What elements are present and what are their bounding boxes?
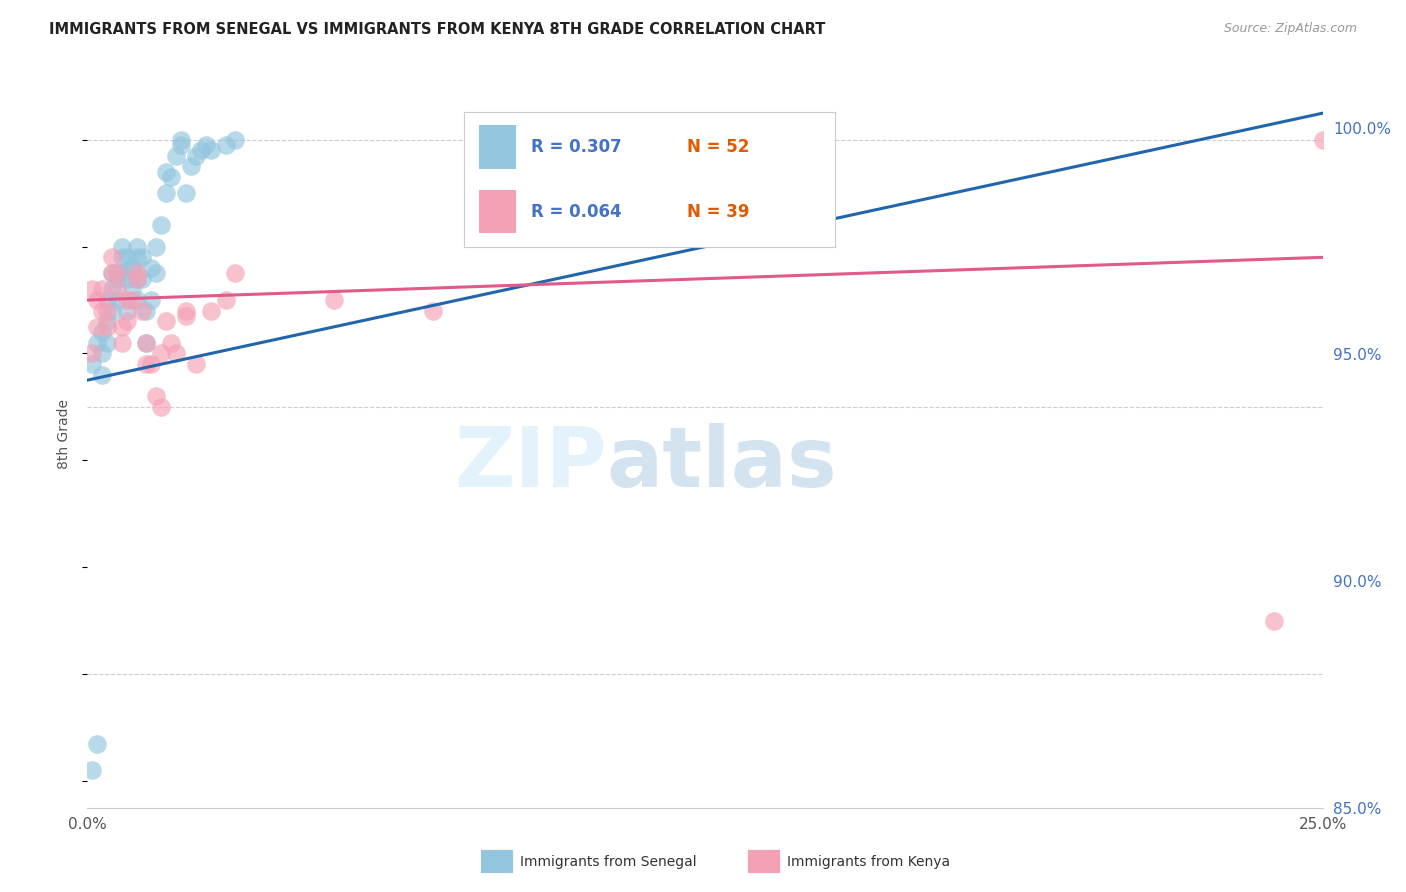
Point [105, 266, 128, 280]
Point [86, 293, 108, 307]
Point [115, 314, 138, 328]
Point [115, 303, 138, 318]
Point [125, 266, 148, 280]
Text: ZIP: ZIP [454, 423, 606, 504]
Point [86, 319, 108, 334]
Point [180, 160, 202, 174]
Point [323, 293, 346, 307]
Point [174, 303, 197, 318]
Point [214, 138, 236, 153]
Point [155, 314, 177, 328]
Point [150, 219, 173, 233]
Point [165, 149, 187, 163]
Point [194, 138, 217, 153]
Point [190, 144, 212, 158]
Point [82, 357, 104, 371]
Point [105, 293, 128, 307]
Point [86, 335, 108, 350]
Point [96, 335, 118, 350]
Point [111, 266, 134, 280]
Point [141, 357, 163, 371]
Point [125, 271, 148, 285]
Point [1312, 133, 1334, 147]
Point [111, 239, 134, 253]
Point [96, 314, 118, 328]
Point [145, 266, 167, 280]
Point [174, 186, 197, 201]
Point [184, 357, 207, 371]
Point [111, 319, 134, 334]
Point [214, 293, 236, 307]
Point [145, 239, 167, 253]
Point [1263, 614, 1285, 628]
Point [170, 138, 193, 153]
Point [91, 303, 114, 318]
Point [131, 250, 153, 264]
Point [155, 186, 177, 201]
Point [105, 282, 128, 296]
Point [224, 266, 246, 280]
Point [121, 260, 143, 275]
Point [101, 250, 124, 264]
Point [174, 309, 197, 323]
Point [160, 335, 183, 350]
Point [91, 346, 114, 360]
Point [135, 335, 157, 350]
Point [131, 303, 153, 318]
Point [91, 282, 114, 296]
Point [115, 293, 138, 307]
Point [101, 282, 124, 296]
Point [155, 165, 177, 179]
Point [422, 303, 444, 318]
Point [131, 271, 153, 285]
Point [121, 293, 143, 307]
Point [160, 170, 183, 185]
Point [101, 266, 124, 280]
Point [165, 346, 187, 360]
Point [121, 282, 143, 296]
Point [91, 325, 114, 339]
Point [82, 346, 104, 360]
Point [115, 250, 138, 264]
Text: Immigrants from Kenya: Immigrants from Kenya [787, 855, 950, 869]
Point [82, 764, 104, 778]
Y-axis label: 8th Grade: 8th Grade [58, 399, 72, 468]
Text: Source: ZipAtlas.com: Source: ZipAtlas.com [1223, 22, 1357, 36]
Point [135, 357, 157, 371]
Point [125, 250, 148, 264]
Point [101, 303, 124, 318]
Point [150, 346, 173, 360]
Point [105, 266, 128, 280]
Point [200, 144, 222, 158]
Point [91, 368, 114, 382]
Point [111, 335, 134, 350]
Point [135, 303, 157, 318]
Point [141, 293, 163, 307]
Point [105, 271, 128, 285]
Point [141, 260, 163, 275]
Point [200, 303, 222, 318]
Point [96, 293, 118, 307]
Point [96, 319, 118, 334]
Point [115, 271, 138, 285]
Point [135, 335, 157, 350]
Point [96, 303, 118, 318]
Point [125, 239, 148, 253]
Text: Immigrants from Senegal: Immigrants from Senegal [520, 855, 697, 869]
Point [150, 400, 173, 414]
Point [224, 133, 246, 147]
Point [101, 266, 124, 280]
Text: atlas: atlas [606, 423, 837, 504]
Point [125, 271, 148, 285]
Point [170, 133, 193, 147]
Point [111, 250, 134, 264]
Point [121, 260, 143, 275]
Point [125, 293, 148, 307]
Point [86, 737, 108, 751]
Point [145, 389, 167, 403]
Text: IMMIGRANTS FROM SENEGAL VS IMMIGRANTS FROM KENYA 8TH GRADE CORRELATION CHART: IMMIGRANTS FROM SENEGAL VS IMMIGRANTS FR… [49, 22, 825, 37]
Point [82, 282, 104, 296]
Point [184, 149, 207, 163]
